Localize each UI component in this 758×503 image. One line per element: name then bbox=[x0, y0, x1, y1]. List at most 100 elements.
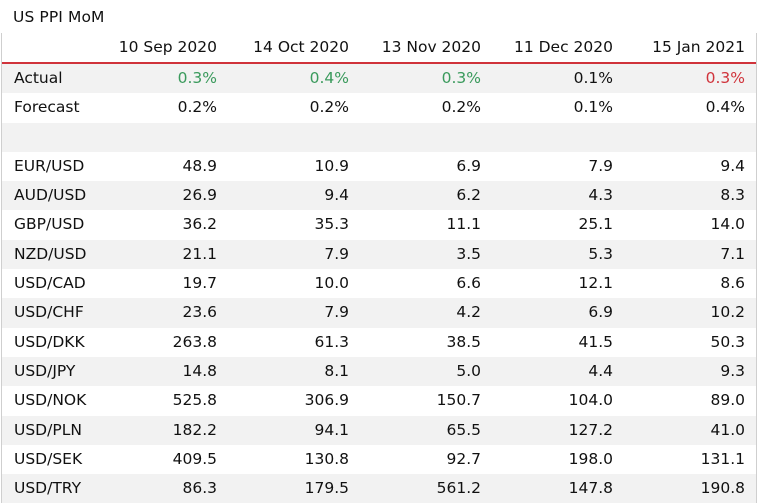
pair-value: 61.3 bbox=[314, 332, 349, 351]
actual-value: 0.4% bbox=[309, 69, 349, 87]
pair-value: 7.9 bbox=[588, 156, 613, 175]
pair-label: EUR/USD bbox=[14, 156, 85, 175]
pair-value: 198.0 bbox=[568, 449, 613, 468]
actual-row: Actual 0.3% 0.4% 0.3% 0.1% 0.3% bbox=[2, 64, 756, 94]
pair-value: 14.8 bbox=[182, 361, 217, 380]
pair-value: 7.9 bbox=[324, 244, 349, 263]
pair-label: USD/NOK bbox=[14, 391, 87, 410]
pair-value: 50.3 bbox=[710, 332, 745, 351]
pair-value: 4.2 bbox=[456, 303, 481, 322]
pair-label: USD/CHF bbox=[14, 303, 84, 322]
pair-label: USD/TRY bbox=[14, 479, 82, 498]
column-header: 11 Dec 2020 bbox=[513, 38, 613, 56]
pair-value: 6.6 bbox=[456, 274, 481, 293]
pair-value: 8.6 bbox=[720, 274, 745, 293]
actual-value: 0.3% bbox=[177, 69, 217, 87]
actual-value: 0.3% bbox=[441, 69, 481, 87]
table-row: USD/NOK 525.8 306.9 150.7 104.0 89.0 bbox=[2, 386, 756, 415]
table-row: AUD/USD 26.9 9.4 6.2 4.3 8.3 bbox=[2, 181, 756, 211]
pair-value: 92.7 bbox=[446, 449, 481, 468]
forecast-value: 0.2% bbox=[177, 98, 217, 117]
pair-value: 179.5 bbox=[304, 479, 349, 498]
pair-value: 8.3 bbox=[720, 186, 745, 205]
pair-value: 14.0 bbox=[710, 215, 745, 234]
pair-value: 48.9 bbox=[182, 156, 217, 175]
pair-value: 263.8 bbox=[172, 332, 217, 351]
pair-value: 127.2 bbox=[568, 420, 613, 439]
pair-value: 36.2 bbox=[182, 215, 217, 234]
pair-value: 7.1 bbox=[720, 244, 745, 263]
pair-value: 23.6 bbox=[182, 303, 217, 322]
pair-value: 10.9 bbox=[314, 156, 349, 175]
pair-value: 7.9 bbox=[324, 303, 349, 322]
forecast-value: 0.1% bbox=[573, 98, 613, 117]
table-row: USD/CHF 23.6 7.9 4.2 6.9 10.2 bbox=[2, 298, 756, 328]
pair-value: 130.8 bbox=[304, 449, 349, 468]
forecast-row: Forecast 0.2% 0.2% 0.2% 0.1% 0.4% bbox=[2, 93, 756, 122]
forecast-value: 0.2% bbox=[309, 98, 349, 117]
pair-label: USD/DKK bbox=[14, 332, 85, 351]
pair-value: 4.3 bbox=[588, 186, 613, 205]
column-header: 10 Sep 2020 bbox=[118, 38, 217, 56]
actual-value: 0.3% bbox=[705, 69, 745, 87]
header-row: 10 Sep 2020 14 Oct 2020 13 Nov 2020 11 D… bbox=[2, 33, 756, 64]
pair-value: 9.4 bbox=[720, 156, 745, 175]
pair-label: AUD/USD bbox=[14, 186, 87, 205]
pair-value: 6.9 bbox=[588, 303, 613, 322]
pair-value: 409.5 bbox=[172, 449, 217, 468]
pair-value: 94.1 bbox=[314, 420, 349, 439]
pair-value: 12.1 bbox=[578, 274, 613, 293]
pair-label: USD/JPY bbox=[14, 361, 76, 380]
pair-value: 8.1 bbox=[324, 361, 349, 380]
pair-value: 65.5 bbox=[446, 420, 481, 439]
forecast-value: 0.4% bbox=[705, 98, 745, 117]
row-label: Forecast bbox=[14, 98, 80, 117]
pair-value: 150.7 bbox=[436, 391, 481, 410]
pair-value: 5.3 bbox=[588, 244, 613, 263]
table-row: NZD/USD 21.1 7.9 3.5 5.3 7.1 bbox=[2, 239, 756, 270]
pair-label: NZD/USD bbox=[14, 244, 87, 263]
pair-value: 182.2 bbox=[172, 420, 217, 439]
pair-value: 35.3 bbox=[314, 215, 349, 234]
report-title: US PPI MoM bbox=[13, 8, 105, 26]
table-row: USD/TRY 86.3 179.5 561.2 147.8 190.8 bbox=[2, 474, 756, 503]
table-row: USD/SEK 409.5 130.8 92.7 198.0 131.1 bbox=[2, 445, 756, 474]
pair-value: 11.1 bbox=[446, 215, 481, 234]
pair-value: 21.1 bbox=[182, 244, 217, 263]
pair-value: 525.8 bbox=[172, 391, 217, 410]
pair-value: 5.0 bbox=[456, 361, 481, 380]
pair-value: 26.9 bbox=[182, 186, 217, 205]
table-row: USD/DKK 263.8 61.3 38.5 41.5 50.3 bbox=[2, 328, 756, 357]
table-row: GBP/USD 36.2 35.3 11.1 25.1 14.0 bbox=[2, 210, 756, 239]
column-header: 15 Jan 2021 bbox=[652, 38, 745, 56]
pair-value: 9.3 bbox=[720, 361, 745, 380]
pair-value: 306.9 bbox=[304, 391, 349, 410]
pair-value: 4.4 bbox=[588, 361, 613, 380]
pair-value: 190.8 bbox=[700, 479, 745, 498]
pair-value: 89.0 bbox=[710, 391, 745, 410]
table-row: USD/PLN 182.2 94.1 65.5 127.2 41.0 bbox=[2, 415, 756, 445]
table-row: USD/JPY 14.8 8.1 5.0 4.4 9.3 bbox=[2, 356, 756, 387]
pair-value: 86.3 bbox=[182, 479, 217, 498]
pair-label: USD/PLN bbox=[14, 420, 82, 439]
pair-label: USD/CAD bbox=[14, 274, 86, 293]
pair-value: 10.0 bbox=[314, 274, 349, 293]
pair-value: 41.5 bbox=[578, 332, 613, 351]
pair-value: 25.1 bbox=[578, 215, 613, 234]
pair-label: GBP/USD bbox=[14, 215, 85, 234]
pair-value: 6.9 bbox=[456, 156, 481, 175]
pair-value: 6.2 bbox=[456, 186, 481, 205]
actual-value: 0.1% bbox=[573, 69, 613, 87]
table-row: EUR/USD 48.9 10.9 6.9 7.9 9.4 bbox=[2, 152, 756, 181]
table-row: USD/CAD 19.7 10.0 6.6 12.1 8.6 bbox=[2, 269, 756, 298]
pair-value: 9.4 bbox=[324, 186, 349, 205]
pair-label: USD/SEK bbox=[14, 449, 83, 468]
currency-pair-rows: EUR/USD 48.9 10.9 6.9 7.9 9.4 AUD/USD 26.9 9.4 6.… bbox=[2, 152, 756, 503]
spacer-row bbox=[2, 122, 756, 152]
pair-value: 147.8 bbox=[568, 479, 613, 498]
pair-value: 561.2 bbox=[436, 479, 481, 498]
pair-value: 131.1 bbox=[700, 449, 745, 468]
pair-value: 38.5 bbox=[446, 332, 481, 351]
pair-value: 104.0 bbox=[568, 391, 613, 410]
